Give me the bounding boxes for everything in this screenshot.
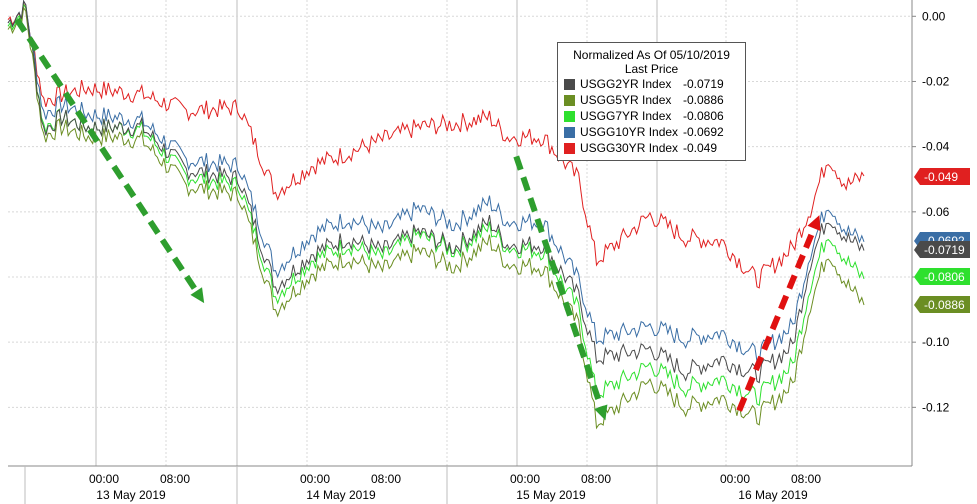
series-line-usgg10yr	[7, 0, 865, 364]
legend-series-name: USGG2YR Index	[580, 77, 672, 91]
series-line-usgg7yr	[7, 2, 865, 406]
x-time-label: 08:00	[581, 472, 611, 486]
x-time-label: 00:00	[300, 472, 330, 486]
legend-item-usgg7yr: USGG7YR Index -0.0806	[564, 108, 739, 124]
last-value-tag	[914, 168, 970, 185]
series-line-usgg30yr	[7, 1, 865, 289]
legend-series-name: USGG7YR Index	[580, 109, 672, 123]
trend-arrow-head	[594, 404, 608, 421]
legend-series-value: -0.0806	[683, 109, 724, 123]
y-tick-label: -0.02	[922, 74, 950, 88]
y-axis-ticks: 0.00-0.02-0.04-0.06-0.08-0.10-0.12	[912, 9, 950, 414]
legend-series-name: USGG10YR Index	[580, 125, 679, 139]
legend-series-value: -0.0692	[683, 125, 724, 139]
x-day-label: 13 May 2019	[96, 488, 166, 502]
x-day-label: 16 May 2019	[738, 488, 808, 502]
x-day-label: 14 May 2019	[306, 488, 376, 502]
last-value-tag	[914, 241, 970, 258]
trend-arrow-head	[190, 287, 205, 304]
trend-arrow-line	[736, 224, 818, 412]
last-value-label: -0.0806	[914, 268, 970, 285]
legend-swatch	[564, 126, 575, 138]
legend-series-name: USGG5YR Index	[580, 93, 672, 107]
x-day-label: 15 May 2019	[516, 488, 586, 502]
x-time-label: 08:00	[371, 472, 401, 486]
legend-swatch	[564, 78, 575, 90]
x-time-label: 00:00	[510, 472, 540, 486]
series-lines	[7, 0, 865, 430]
legend-item-usgg10yr: USGG10YR Index -0.0692	[564, 124, 739, 140]
y-tick-label: -0.04	[922, 140, 950, 154]
x-time-label: 08:00	[791, 472, 821, 486]
legend-item-usgg30yr: USGG30YR Index -0.049	[564, 140, 739, 156]
x-time-label: 08:00	[160, 472, 190, 486]
y-tick-label: 0.00	[922, 9, 946, 23]
legend: Normalized As Of 05/10/2019 Last Price U…	[557, 42, 746, 161]
series-line-usgg2yr	[7, 0, 865, 384]
trend-arrows	[14, 17, 821, 421]
x-time-label: 00:00	[89, 472, 119, 486]
legend-title: Normalized As Of 05/10/2019	[573, 48, 730, 62]
last-value-text: -0.0719	[924, 243, 965, 257]
legend-series-value: -0.049	[683, 141, 718, 155]
trend-arrow-line	[513, 155, 605, 411]
last-value-labels: -0.049-0.0692-0.0719-0.0806-0.0886	[914, 168, 970, 313]
last-value-label: -0.0886	[914, 296, 970, 313]
legend-swatch	[564, 142, 575, 154]
last-value-label: -0.049	[914, 168, 970, 185]
x-axis-ticks: 00:00 08:00 00:00 08:00 00:00 08:00 00:00 08:00…	[24, 466, 821, 504]
last-value-text: -0.0806	[924, 270, 965, 284]
y-tick-label: -0.06	[922, 205, 950, 219]
last-value-text: -0.049	[924, 170, 958, 184]
series-line-usgg5yr	[7, 6, 865, 430]
legend-series-value: -0.0719	[683, 77, 724, 91]
y-tick-label: -0.12	[922, 400, 950, 414]
trend-arrow-head	[807, 215, 821, 232]
legend-subtitle: Last Price	[624, 62, 679, 76]
legend-swatch	[564, 94, 575, 106]
last-value-label: -0.0719	[914, 241, 970, 258]
legend-series-name: USGG30YR Index	[580, 141, 679, 155]
trend-arrow-line	[14, 17, 201, 296]
x-time-label: 00:00	[720, 472, 750, 486]
last-value-tag	[914, 296, 970, 313]
last-value-text: -0.0886	[924, 298, 965, 312]
legend-series-value: -0.0886	[683, 93, 724, 107]
legend-item-usgg5yr: USGG5YR Index -0.0886	[564, 92, 739, 108]
legend-swatch	[564, 110, 575, 122]
grid-lines	[8, 0, 912, 466]
last-value-tag	[914, 268, 970, 285]
legend-item-usgg2yr: USGG2YR Index -0.0719	[564, 76, 739, 92]
plot-area	[8, 0, 912, 466]
y-tick-label: -0.10	[922, 335, 950, 349]
